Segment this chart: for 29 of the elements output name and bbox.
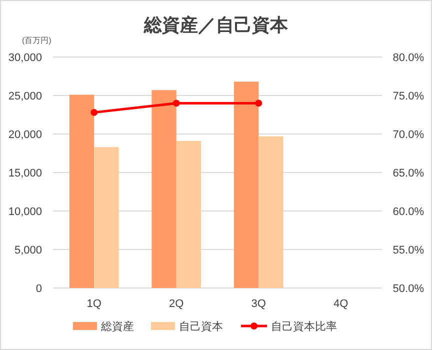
- y-tick-label: 0: [36, 283, 42, 295]
- y2-tick-label: 80.0%: [392, 52, 424, 64]
- x-tick-label: 1Q: [86, 298, 102, 310]
- legend-label: 総資産: [100, 320, 134, 333]
- bar: [152, 90, 176, 288]
- y-axis-title: (百万円): [22, 36, 52, 45]
- legend-label: 自己資本: [179, 320, 223, 333]
- x-tick-label: 2Q: [169, 298, 184, 310]
- y-tick-label: 15,000: [8, 168, 42, 180]
- bar: [94, 147, 119, 288]
- y-tick-label: 25,000: [8, 90, 42, 102]
- y-tick-label: 30,000: [8, 52, 42, 64]
- y2-tick-label: 55.0%: [392, 244, 424, 256]
- y2-tick-label: 50.0%: [392, 283, 424, 295]
- chart-title: 総資産／自己資本: [143, 15, 289, 35]
- bar: [69, 94, 94, 288]
- y-tick-label: 5,000: [14, 244, 42, 256]
- x-tick-label: 3Q: [251, 298, 266, 310]
- y-tick-label: 20,000: [8, 129, 42, 141]
- y-tick-label: 10,000: [8, 206, 42, 218]
- y2-tick-label: 75.0%: [392, 90, 424, 102]
- legend-label: 自己資本比率: [271, 320, 337, 333]
- bar: [234, 82, 259, 288]
- y2-tick-label: 65.0%: [392, 168, 424, 180]
- y2-tick-label: 70.0%: [392, 129, 424, 141]
- bar: [176, 140, 202, 288]
- bar: [258, 136, 284, 288]
- x-tick-label: 4Q: [334, 298, 349, 310]
- y2-tick-label: 60.0%: [392, 206, 424, 218]
